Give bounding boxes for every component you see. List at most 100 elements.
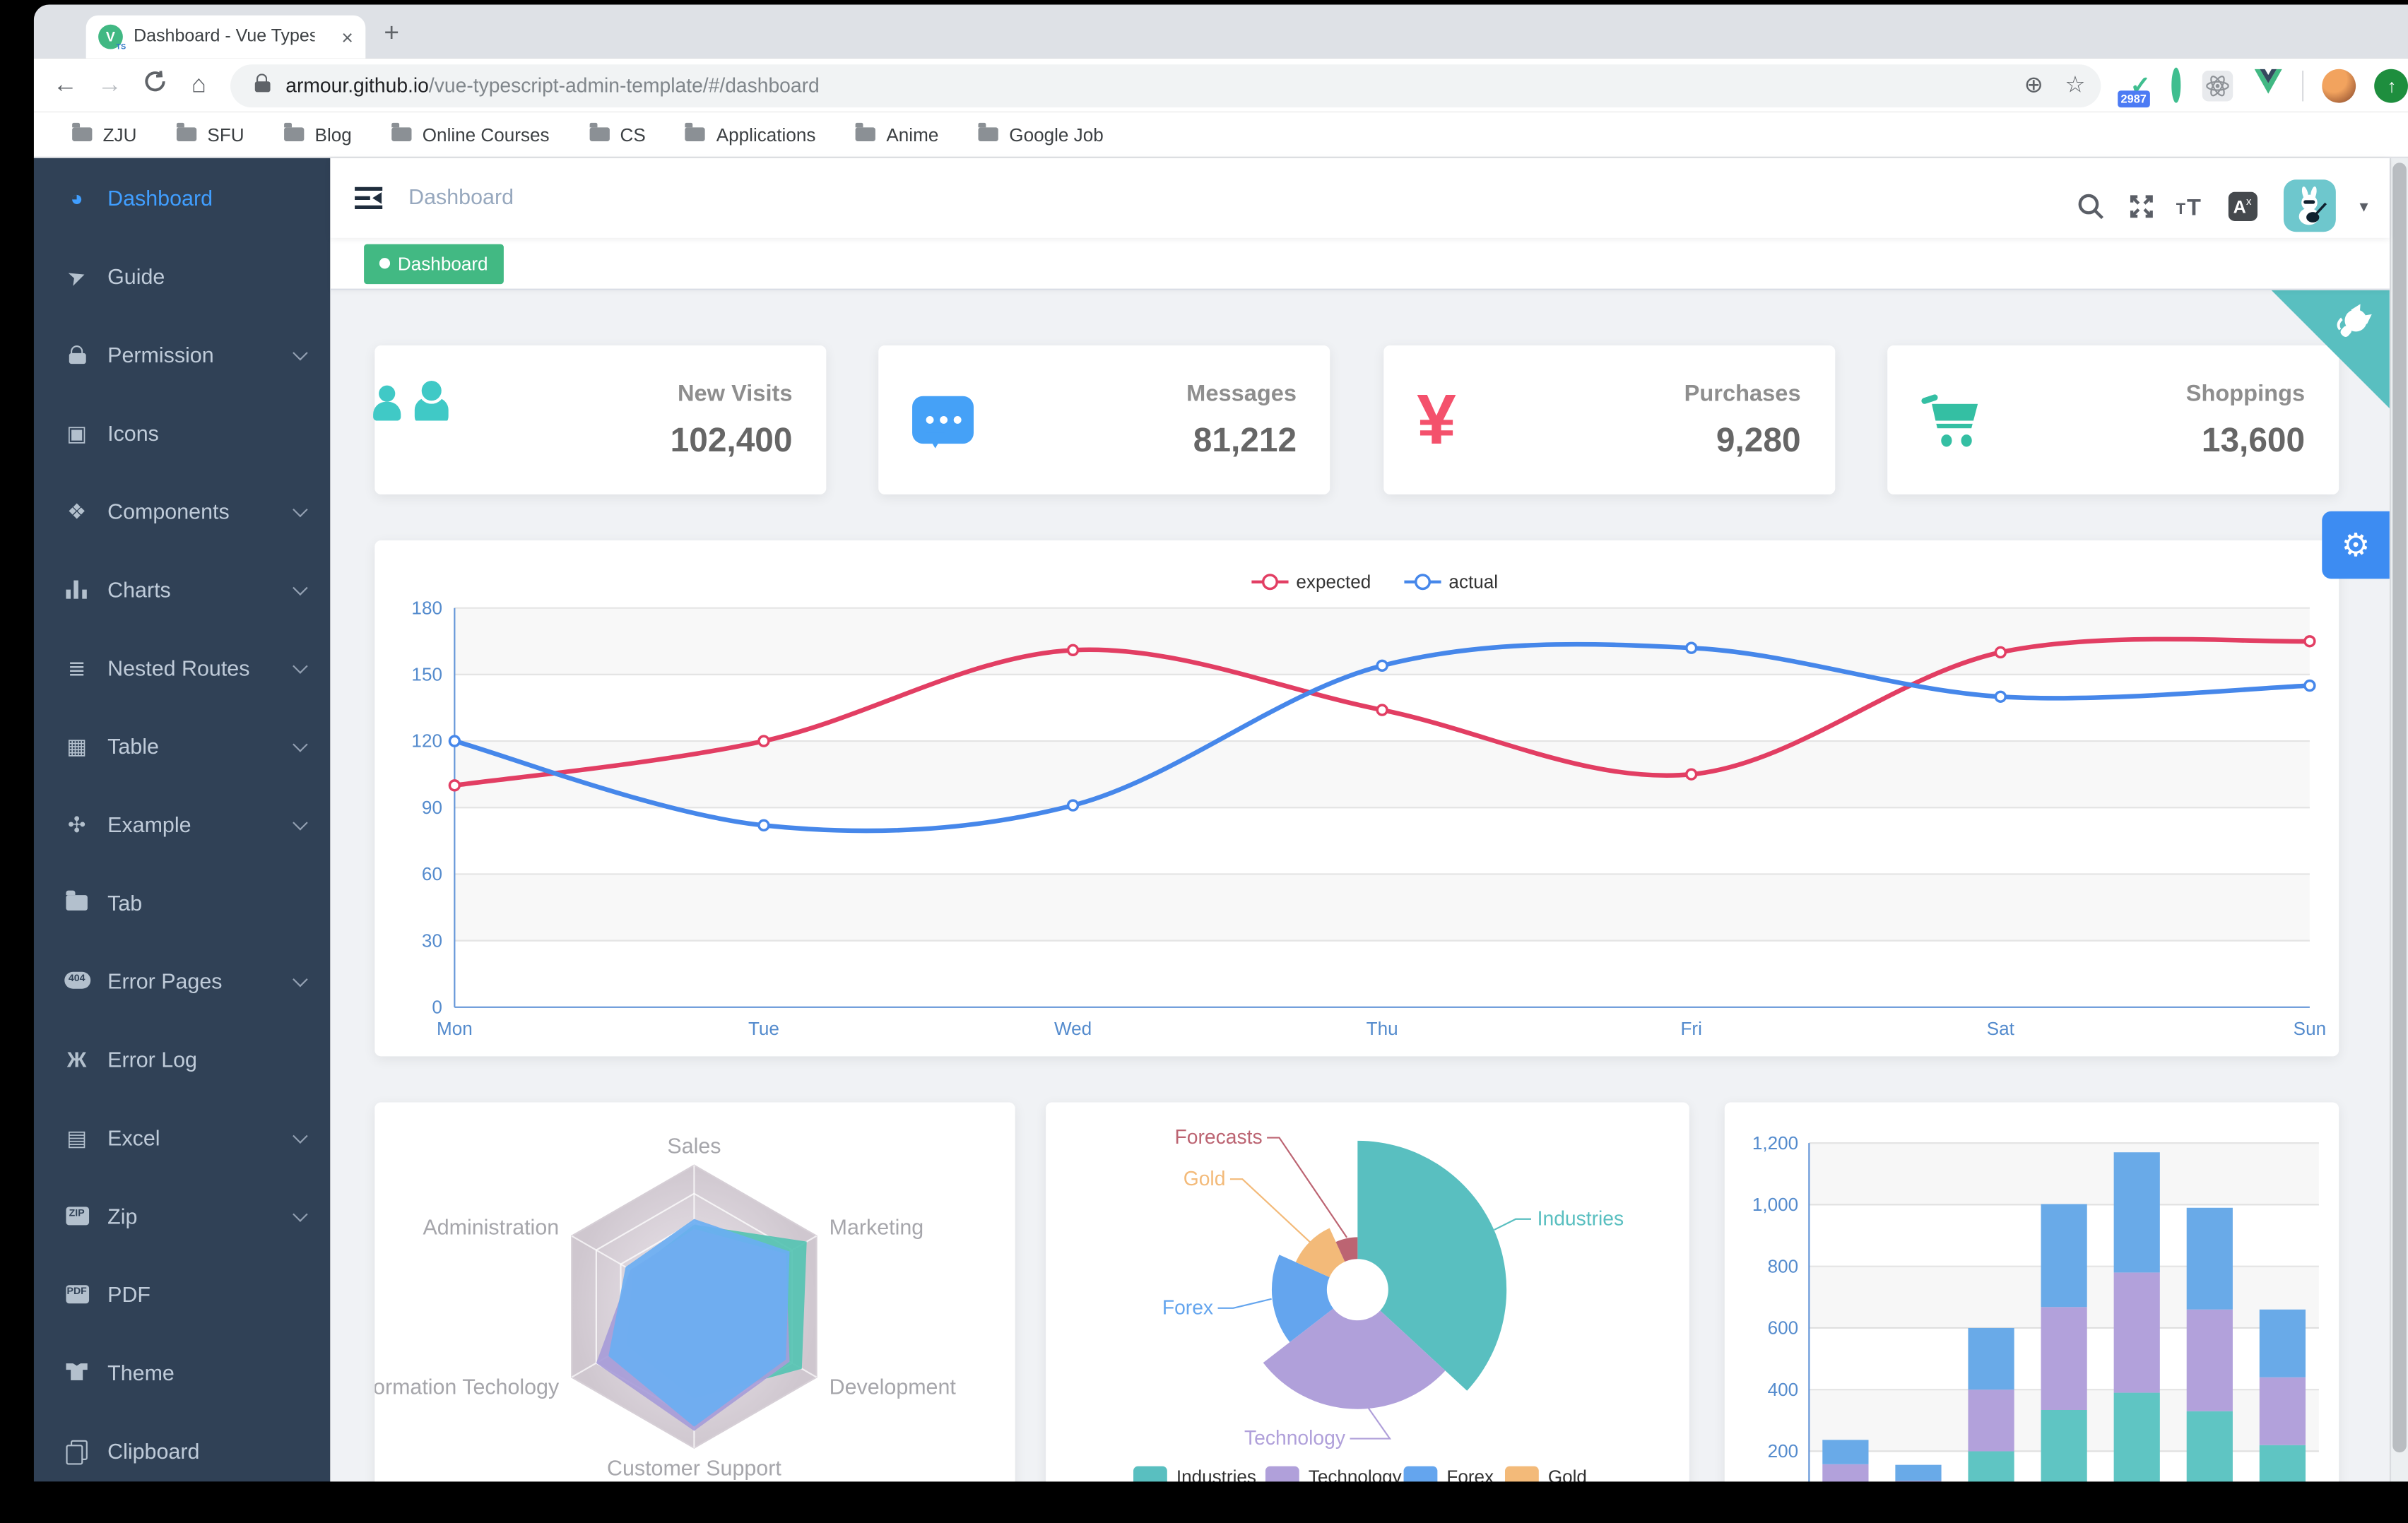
sidebar-item-permission[interactable]: Permission [34,315,330,393]
vue-devtools-extension-icon[interactable] [2255,69,2283,102]
pie-slice-gold [1295,1228,1345,1277]
stat-card-shoppings[interactable]: Shoppings 13,600 [1887,345,2339,494]
sidebar-item-error-pages[interactable]: 404 Error Pages [34,941,330,1019]
browser-profile-avatar[interactable] [2323,68,2356,102]
hamburger-icon[interactable] [353,183,384,213]
back-icon[interactable]: ← [52,71,78,98]
sidebar-item-nested-routes[interactable]: ≣ Nested Routes [34,628,330,706]
url-text[interactable]: armour.github.io/vue-typescript-admin-te… [285,73,820,97]
sidebar-item-excel[interactable]: ▤ Excel [34,1098,330,1176]
plus-circle-icon[interactable]: ⊕ [2024,72,2043,99]
chevron-down-icon [293,971,308,987]
bookmark-zju[interactable]: ZJU [72,122,136,145]
sidebar-item-components[interactable]: ❖ Components [34,471,330,550]
svg-text:180: 180 [411,597,442,618]
nested-routes-icon: ≣ [67,654,86,680]
stat-card-purchases[interactable]: ¥ Purchases 9,280 [1383,345,1835,494]
extension-badge: 2987 [2118,90,2150,107]
bookmark-applications[interactable]: Applications [685,122,815,145]
components-icon: ❖ [67,498,87,523]
svg-text:Sun: Sun [2294,1018,2326,1039]
sidebar-item-label: Components [107,498,230,523]
bookmark-sfu[interactable]: SFU [176,122,244,145]
browser-tab-strip [33,4,2408,59]
bar-segment [1968,1327,2014,1390]
bookmark-online-courses[interactable]: Online Courses [391,122,550,146]
address-bar[interactable]: armour.github.io/vue-typescript-admin-te… [230,64,2101,107]
sidebar-item-guide[interactable]: ➤ Guide [34,237,330,315]
sidebar-item-theme[interactable]: Theme [34,1333,330,1411]
new-tab-button[interactable]: + [384,18,399,48]
sidebar-item-example[interactable]: ✣ Example [34,785,330,863]
bookmark-google-job[interactable]: Google Job [978,122,1104,146]
sidebar-item-icons[interactable]: ▣ Icons [34,393,330,471]
error-pages-icon: 404 [63,971,90,989]
search-icon[interactable] [2075,191,2106,221]
page-scrollbar-thumb[interactable] [2392,162,2406,1453]
reload-icon[interactable] [132,69,177,102]
sidebar-item-tab[interactable]: Tab [34,863,330,941]
avatar-caret-down-icon[interactable]: ▾ [2359,197,2368,216]
chevron-down-icon [293,736,308,752]
forward-icon[interactable]: → [98,71,122,98]
svg-text:400: 400 [1768,1379,1799,1400]
sidebar-item-pdf[interactable]: PDF PDF [34,1255,330,1333]
sidebar-item-label: Zip [107,1202,138,1228]
user-avatar[interactable] [2284,179,2337,232]
bar-chart-card: 200 400 600 800 1,000 1,200 [1724,1102,2339,1523]
svg-text:200: 200 [1768,1440,1799,1462]
sidebar-item-table[interactable]: ▦ Table [34,706,330,785]
checker-extension-icon[interactable]: ✓ 2987 [2118,70,2151,107]
settings-panel-button[interactable]: ⚙ [2322,511,2390,579]
bar-segment [2041,1204,2087,1308]
pie-label-gold: Gold [1184,1167,1226,1190]
github-corner-ribbon[interactable] [2271,290,2390,409]
sidebar-item-zip[interactable]: ZIP Zip [34,1176,330,1255]
react-devtools-extension-icon[interactable] [2202,69,2234,101]
stat-card-messages[interactable]: Messages 81,212 [878,345,1330,494]
tab-close-icon[interactable]: × [341,25,353,49]
bookmark-anime[interactable]: Anime [855,122,938,145]
svg-text:0: 0 [432,996,442,1017]
dashboard-icon: ◕ [70,184,83,210]
bookmark-label: Google Job [1009,123,1104,146]
https-lock-icon[interactable] [254,73,271,93]
legend-item-actual[interactable]: actual [1404,571,1498,592]
browser-tab[interactable]: VTS Dashboard - Vue Typescript Ad × [85,15,366,59]
sidebar-item-label: Example [107,811,191,836]
github-octocat-icon[interactable] [2330,301,2375,355]
sidebar-item-label: Table [107,733,159,758]
svg-text:800: 800 [1768,1255,1799,1276]
bookmark-star-icon[interactable]: ☆ [2065,72,2086,99]
bar-segment [1968,1389,2014,1452]
bookmark-cs[interactable]: CS [589,122,646,145]
chrome-update-icon[interactable]: ↑ [2375,68,2408,102]
bookmark-label: Online Courses [422,123,550,146]
bar-segment [2113,1152,2160,1273]
grammarly-extension-icon[interactable] [2172,66,2182,102]
radar-axis-label: Sales [667,1134,721,1158]
svg-text:150: 150 [411,664,442,685]
sidebar-item-dashboard[interactable]: ◕ Dashboard [34,158,330,237]
sidebar-item-error-log[interactable]: Ж Error Log [34,1019,330,1098]
legend-item-expected[interactable]: expected [1251,571,1371,592]
sidebar-item-label: Icons [107,420,159,445]
fullscreen-icon[interactable] [2126,191,2156,221]
home-icon[interactable]: ⌂ [191,71,206,98]
sidebar-item-clipboard[interactable]: Clipboard [34,1411,330,1481]
sidebar-item-charts[interactable]: Charts [34,550,330,628]
stat-card-new-visits[interactable]: New Visits 102,400 [373,345,827,494]
tag-dashboard[interactable]: Dashboard [364,243,504,284]
pie-slice-industries [1357,1140,1507,1391]
folder-icon [284,122,305,141]
svg-text:A: A [2233,196,2246,216]
stat-label: Messages [1186,379,1297,406]
excel-icon: ▤ [66,1125,88,1149]
bookmark-blog[interactable]: Blog [284,122,352,145]
sidebar-item-label: Tab [107,889,143,915]
chevron-down-icon [293,1206,308,1221]
